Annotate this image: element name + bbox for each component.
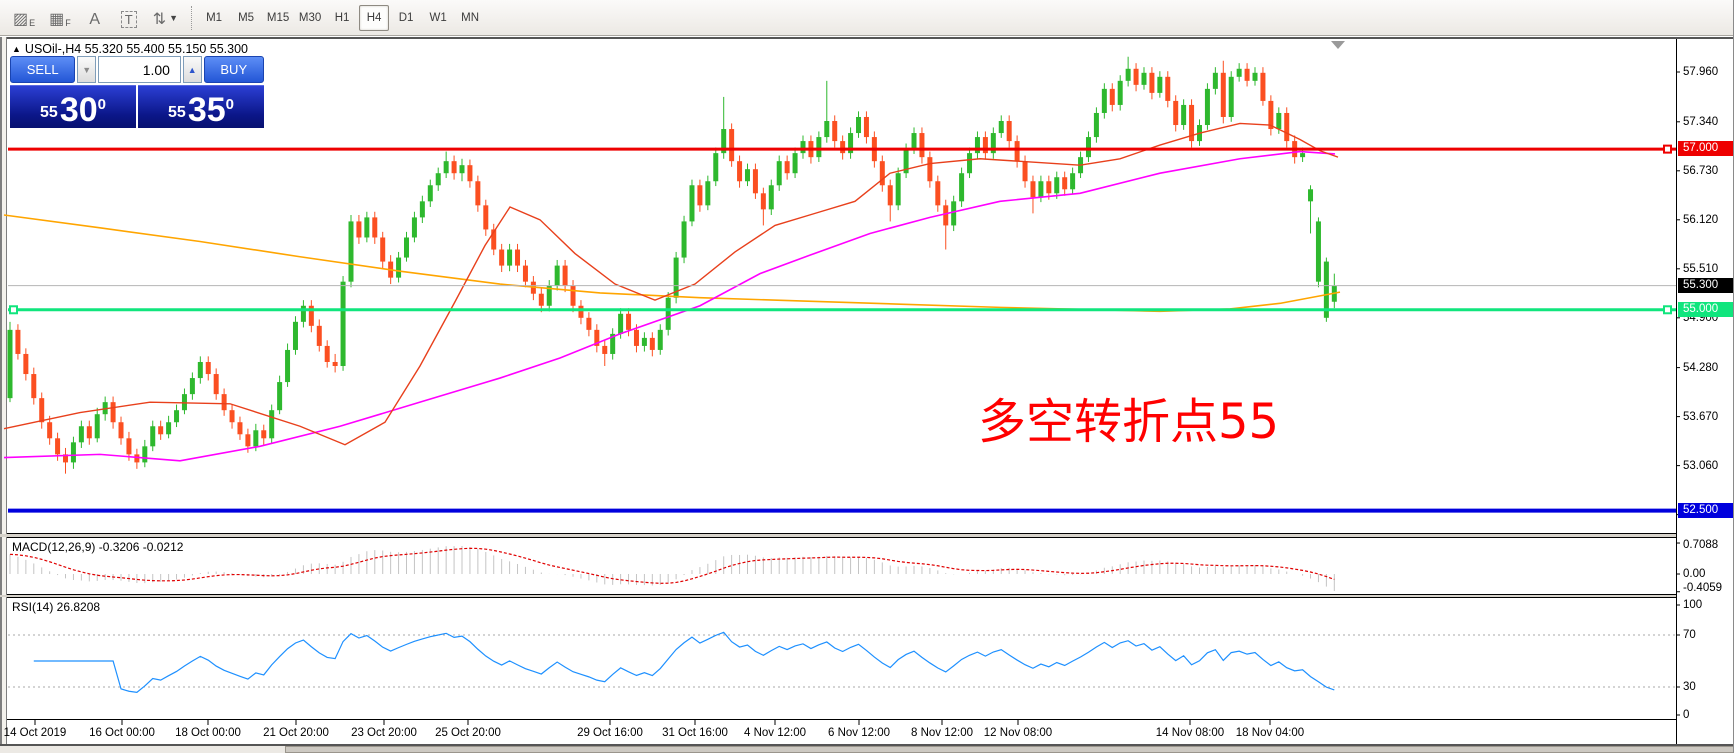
symbol-ohlc-text: USOil-,H4 55.320 55.400 55.150 55.300: [24, 42, 248, 56]
price-tick-label: 53.670: [1683, 410, 1719, 423]
text-label-tool-icon[interactable]: A: [89, 10, 101, 28]
time-axis-label: 4 Nov 12:00: [743, 727, 807, 739]
time-axis-label: 18 Nov 04:00: [1235, 727, 1305, 739]
collapse-indicator-icon[interactable]: ▲: [12, 44, 21, 54]
time-axis-label: 21 Oct 20:00: [263, 727, 329, 739]
timeframe-m5-button[interactable]: M5: [238, 11, 255, 24]
chart-window-bottom-border: [0, 744, 1733, 746]
price-tick-label: 55.510: [1683, 262, 1719, 275]
rsi-axis-label: 30: [1683, 681, 1696, 693]
price-line-label: 55.300: [1678, 277, 1733, 293]
time-axis-label: 29 Oct 16:00: [577, 727, 643, 739]
scrollbar-thumb[interactable]: [285, 746, 1733, 753]
buy-price-sup: 0: [225, 96, 234, 113]
buy-button[interactable]: BUY: [203, 56, 264, 83]
timeframe-h1-button[interactable]: H1: [334, 11, 350, 24]
symbol-header: ▲ USOil-,H4 55.320 55.400 55.150 55.300: [12, 42, 248, 56]
line-handle: [1663, 305, 1672, 315]
chart-window-top-border: [0, 37, 1733, 39]
price-line-label: 55.000: [1678, 301, 1733, 317]
volume-input[interactable]: [97, 56, 181, 83]
time-axis-label: 16 Oct 00:00: [89, 727, 155, 739]
time-axis: [7, 720, 1676, 744]
time-axis-label: 18 Oct 00:00: [175, 727, 241, 739]
fibo-grid-tool-icon[interactable]: ▦ F: [49, 10, 71, 28]
timeframe-d1-button[interactable]: D1: [398, 11, 414, 24]
volume-decrease-button[interactable]: ▼: [77, 56, 96, 83]
line-handle: [1663, 144, 1672, 154]
price-tick-label: 57.960: [1683, 66, 1719, 78]
time-axis-label: 31 Oct 16:00: [662, 727, 728, 739]
one-click-trading-panel: SELL ▼ ▲ BUY 55 30 0 55 35 0: [10, 56, 264, 128]
buy-price-display[interactable]: 55 35 0: [138, 85, 264, 128]
price-tick-label: 57.340: [1683, 115, 1719, 128]
price-tick-label: 54.280: [1683, 361, 1719, 374]
timeframe-h4-button[interactable]: H4: [359, 4, 390, 31]
panel-splitter[interactable]: [0, 595, 1733, 597]
timeframe-buttons: M1 M5 M15 M30 H1 H4 D1 W1 MN: [198, 4, 486, 31]
toolbar-tools: ▨ E ▦ F A T ⇅ ▼: [6, 4, 185, 32]
volume-increase-button[interactable]: ▲: [182, 56, 202, 83]
macd-axis-label: -0.4059: [1683, 582, 1723, 594]
buy-price-prefix: 55: [168, 104, 186, 121]
timeframe-mn-button[interactable]: MN: [461, 11, 480, 24]
macd-axis-label: 0.7088: [1683, 539, 1719, 551]
time-axis-label: 12 Nov 08:00: [983, 727, 1053, 739]
rsi-header: RSI(14) 26.8208: [12, 600, 101, 614]
price-tick-label: 56.730: [1683, 164, 1719, 177]
sell-price-main: 30: [59, 91, 98, 129]
time-axis-label: 23 Oct 20:00: [351, 727, 417, 739]
timeframe-m15-button[interactable]: M15: [266, 11, 290, 24]
toolbar-separator: [191, 5, 193, 30]
timeframe-w1-button[interactable]: W1: [429, 11, 447, 24]
sell-button[interactable]: SELL: [10, 56, 76, 83]
arrows-tool-icon[interactable]: ⇅ ▼: [152, 10, 179, 28]
timeframe-m1-button[interactable]: M1: [206, 11, 223, 24]
sell-price-sup: 0: [97, 96, 106, 113]
time-axis-label: 8 Nov 12:00: [910, 727, 974, 739]
macd-axis-label: 0.00: [1683, 568, 1706, 580]
price-tick-label: 53.060: [1683, 459, 1719, 472]
toolbar: ▨ E ▦ F A T ⇅ ▼ M1 M5 M15 M30 H1 H4 D1 W1 MN: [0, 0, 1733, 36]
rsi-axis-label: 100: [1683, 599, 1703, 611]
horizontal-scrollbar: [0, 746, 1733, 753]
time-axis-label: 25 Oct 20:00: [435, 727, 501, 739]
panel-splitter[interactable]: [0, 534, 1733, 537]
price-line-label: 52.500: [1678, 502, 1733, 518]
rsi-panel[interactable]: [7, 597, 1676, 720]
buy-price-main: 35: [187, 91, 226, 129]
price-axis: [1676, 39, 1733, 744]
sell-price-prefix: 55: [40, 104, 58, 121]
sell-price-display[interactable]: 55 30 0: [10, 85, 136, 128]
price-line-label: 57.000: [1678, 141, 1733, 157]
timeframe-m30-button[interactable]: M30: [298, 11, 322, 24]
time-axis-label: 14 Oct 2019: [3, 727, 67, 739]
rsi-axis-label: 0: [1683, 709, 1690, 721]
expert-pattern-tool-icon[interactable]: ▨ E: [13, 10, 36, 28]
price-tick-label: 56.120: [1683, 213, 1719, 226]
chart-annotation-text: 多空转折点55: [978, 394, 1280, 450]
macd-header: MACD(12,26,9) -0.3206 -0.0212: [12, 540, 184, 554]
text-box-tool-icon[interactable]: T: [114, 4, 144, 32]
window-left-edge: [0, 37, 7, 745]
macd-panel[interactable]: [7, 537, 1676, 595]
rsi-axis-label: 70: [1683, 629, 1696, 641]
line-handle: [9, 305, 18, 315]
time-axis-label: 14 Nov 08:00: [1155, 727, 1225, 739]
time-axis-label: 6 Nov 12:00: [827, 727, 891, 739]
